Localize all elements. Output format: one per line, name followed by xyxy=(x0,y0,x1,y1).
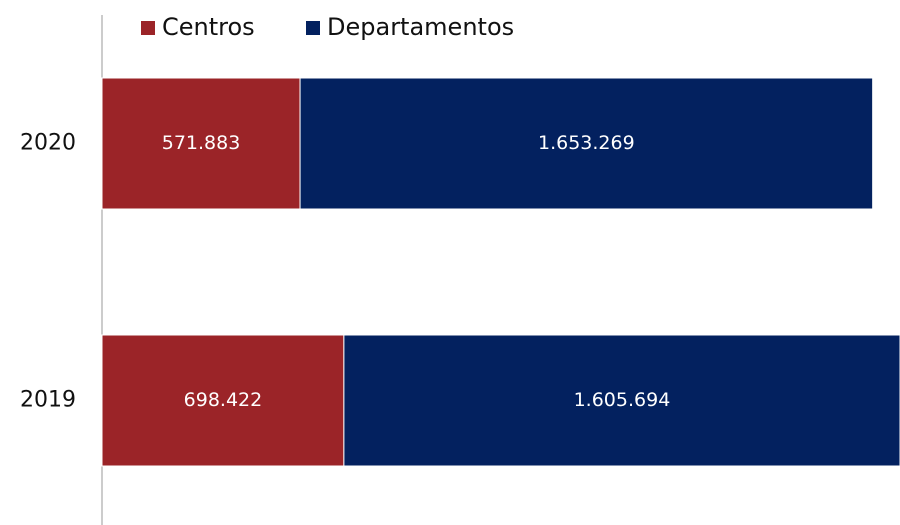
bar-segment xyxy=(101,77,301,210)
value-label: 1.605.694 xyxy=(574,389,671,411)
legend-swatch xyxy=(141,21,155,35)
bar-segment xyxy=(343,334,900,467)
value-label: 1.653.269 xyxy=(538,132,635,154)
value-label: 698.422 xyxy=(184,389,263,411)
y-tick-label: 2020 xyxy=(20,131,76,156)
legend-label: Departamentos xyxy=(327,13,514,41)
legend-swatch xyxy=(306,21,320,35)
legend-label: Centros xyxy=(162,13,255,41)
value-label: 571.883 xyxy=(162,132,241,154)
bar-segment xyxy=(299,77,874,210)
bar-segment xyxy=(101,334,345,467)
y-tick-label: 2019 xyxy=(20,388,76,413)
